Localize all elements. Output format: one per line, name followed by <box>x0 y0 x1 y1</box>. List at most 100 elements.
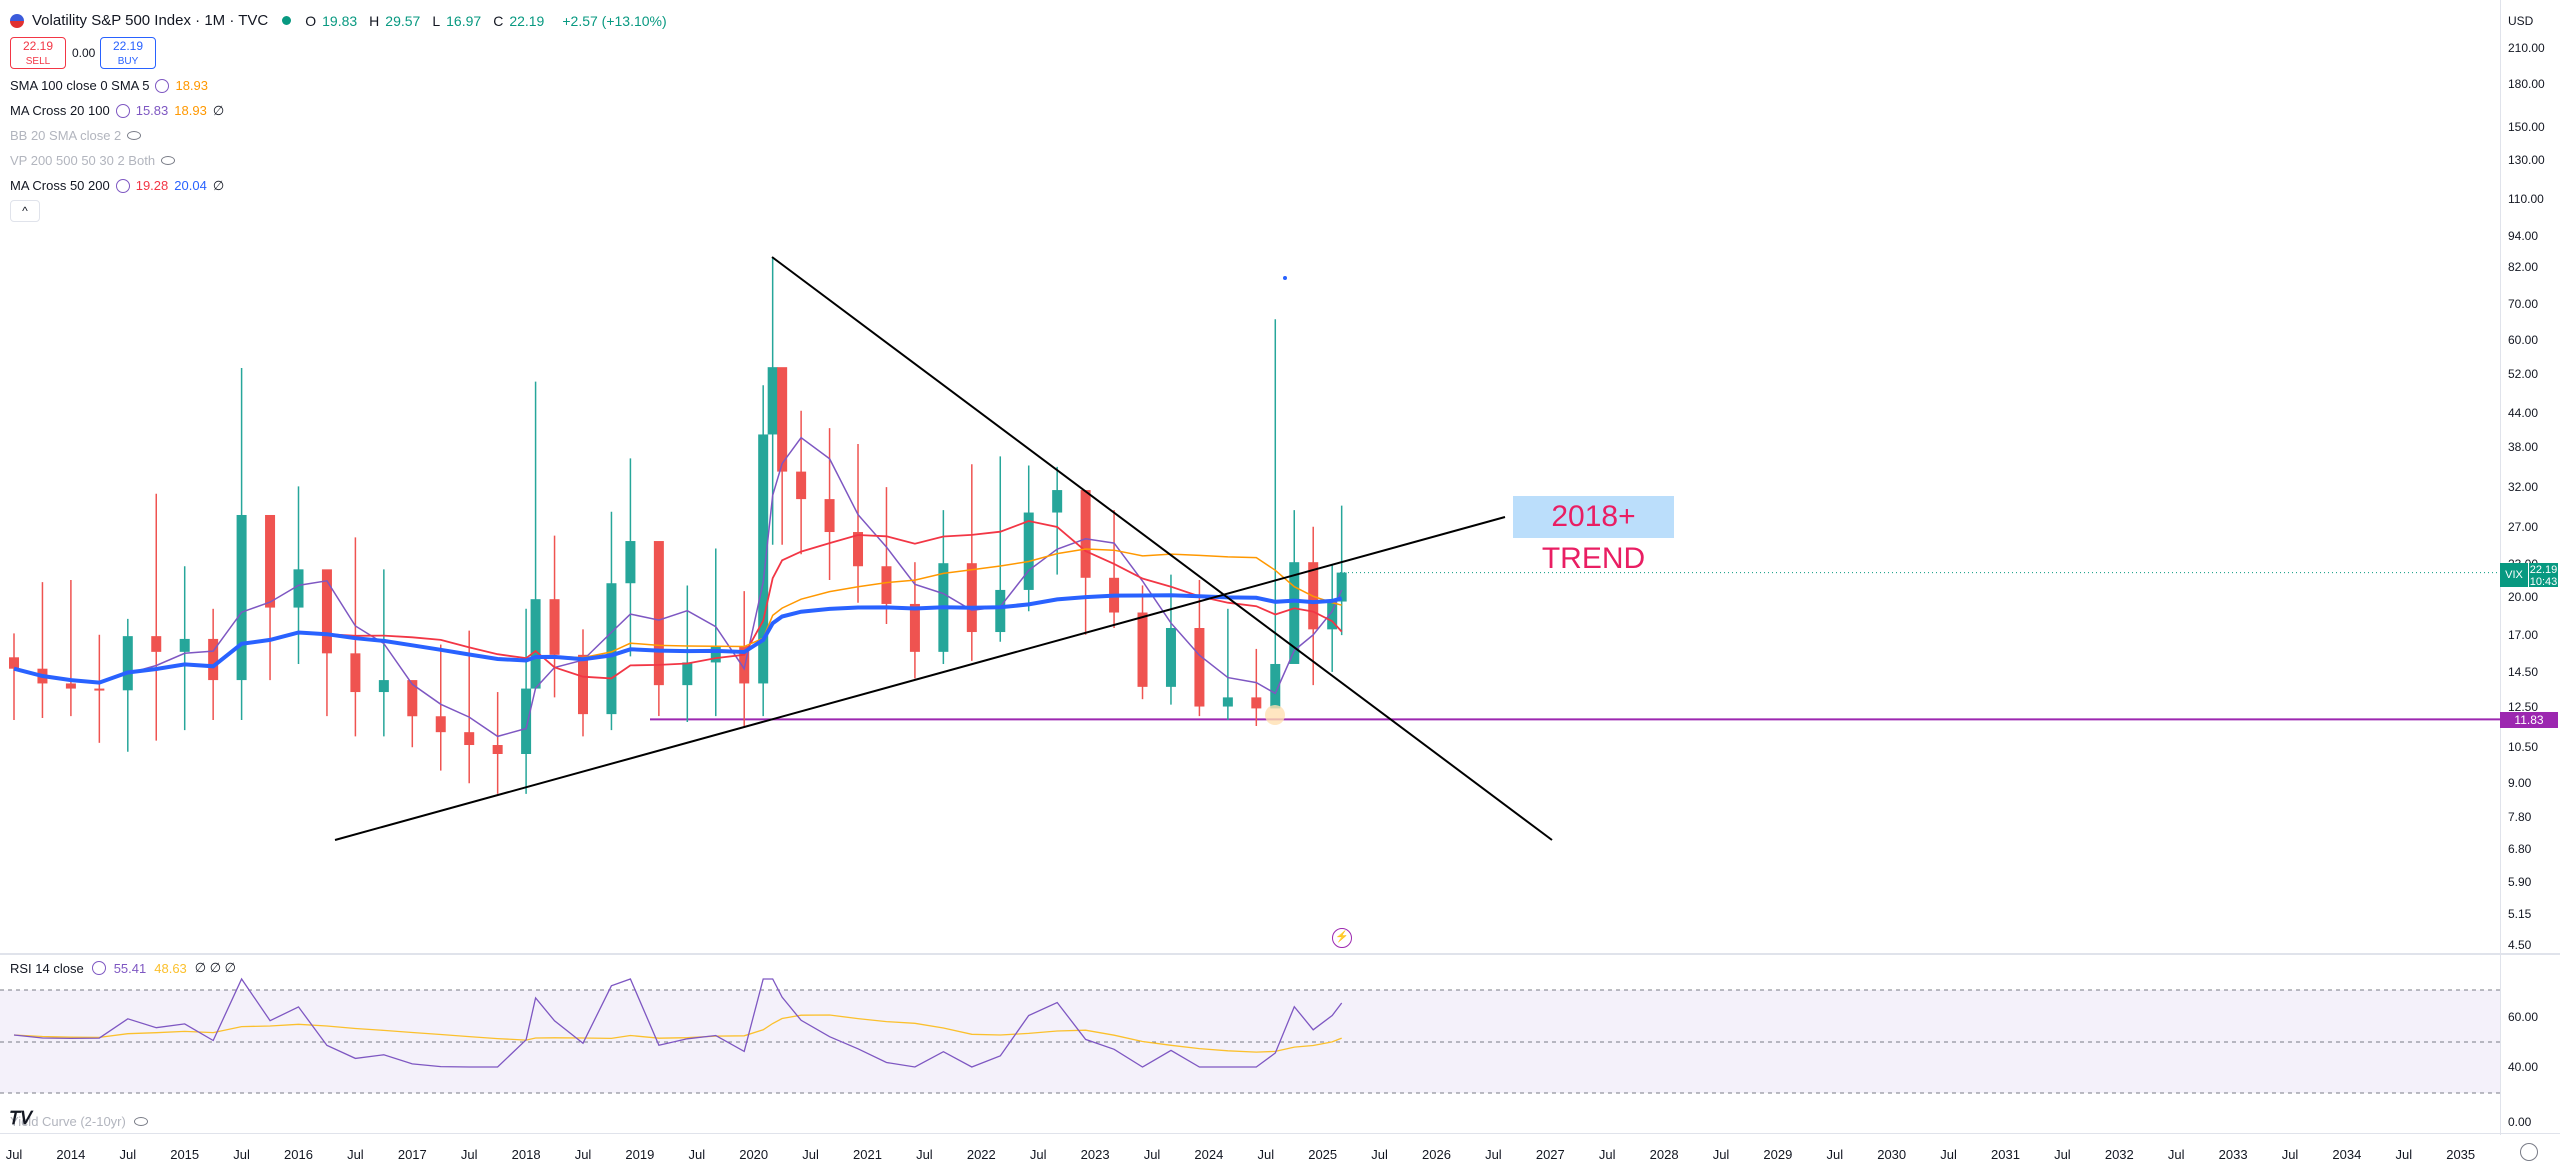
time-tick: Jul <box>347 1147 364 1162</box>
hidden-eye-icon[interactable] <box>133 1117 148 1126</box>
time-tick: Jul <box>2054 1147 2071 1162</box>
indicator-settings-icon[interactable] <box>115 103 130 118</box>
yield-label[interactable]: Yield Curve (2-10yr) <box>10 1114 126 1129</box>
rsi-extra: ∅ ∅ ∅ <box>194 960 236 975</box>
symbol-title[interactable]: Volatility S&P 500 Index · 1M · TVC <box>32 12 269 29</box>
candle-body <box>293 569 304 608</box>
indicator-row[interactable]: MA Cross 20 100 15.83 18.93 ∅ <box>10 98 679 123</box>
price-tick: 14.50 <box>2508 664 2539 679</box>
level-badge: 11.83 <box>2500 712 2558 728</box>
ohlc-item: +2.57 (+13.10%) <box>556 13 672 29</box>
indicator-row[interactable]: VP 200 500 50 30 2 Both <box>10 148 679 173</box>
marker-dot <box>1283 276 1287 280</box>
lightning-event-icon[interactable]: ⚡ <box>1332 928 1352 948</box>
rsi-axis[interactable] <box>2500 955 2560 1135</box>
time-tick: Jul <box>1598 1147 1616 1162</box>
price-tick: 5.90 <box>2508 874 2532 889</box>
pane-divider[interactable] <box>0 953 2560 955</box>
time-tick: 2018 <box>511 1147 541 1162</box>
candle-body <box>1023 512 1034 590</box>
time-tick: Jul <box>233 1147 250 1162</box>
indicator-name[interactable]: MA Cross 50 200 <box>10 178 110 193</box>
hidden-eye-icon[interactable] <box>127 131 142 140</box>
candle-body <box>909 603 920 652</box>
time-tick: Jul <box>1257 1147 1275 1162</box>
indicator-name[interactable]: SMA 100 close 0 SMA 5 <box>10 78 150 93</box>
candle-body <box>767 367 778 435</box>
rsi-label[interactable]: RSI 14 close <box>10 960 84 976</box>
indicator-settings-icon[interactable] <box>91 961 106 975</box>
settings-gear-icon[interactable] <box>2520 1143 2538 1161</box>
candle-body <box>265 514 276 608</box>
candle-body <box>94 688 105 691</box>
rsi-tick-40: 40.00 <box>2508 1060 2539 1074</box>
trade-buttons: 22.19 SELL 0.00 22.19 BUY <box>10 37 679 69</box>
price-axis[interactable] <box>2500 0 2560 955</box>
indicator-settings-icon[interactable] <box>115 178 130 193</box>
price-tick: 38.00 <box>2508 440 2539 455</box>
time-tick: 2034 <box>2332 1147 2362 1162</box>
candle-body <box>758 434 769 684</box>
candle-body <box>65 683 76 689</box>
yield-legend: Yield Curve (2-10yr) <box>10 1114 148 1129</box>
time-tick: 2027 <box>1535 1147 1565 1162</box>
indicator-row[interactable]: BB 20 SMA close 2 <box>10 123 679 148</box>
ohlc-item: H 29.57 <box>369 13 426 29</box>
time-tick: 2035 <box>2446 1147 2476 1162</box>
price-chart[interactable] <box>0 0 2500 955</box>
rsi-ma-value: 48.63 <box>154 960 187 976</box>
price-tick: 94.00 <box>2508 228 2539 243</box>
candle-body <box>1289 562 1300 664</box>
rsi-pane[interactable] <box>0 955 2500 1135</box>
indicator-settings-icon[interactable] <box>155 78 170 93</box>
indicator-row[interactable]: SMA 100 close 0 SMA 5 18.93 <box>10 73 679 98</box>
time-tick: 2029 <box>1763 1147 1793 1162</box>
indicator-value: 19.28 <box>135 178 169 193</box>
sell-button[interactable]: 22.19 SELL <box>10 37 66 69</box>
ohlc-value: 16.97 <box>446 12 482 29</box>
collapse-legend-button[interactable]: ^ <box>10 200 40 222</box>
price-tick: 17.00 <box>2508 627 2539 642</box>
symbol-price-badge: VIX 22.19 10:43 <box>2500 563 2558 588</box>
time-tick: Jul <box>574 1147 592 1162</box>
time-tick: Jul <box>2167 1147 2185 1162</box>
time-tick: Jul <box>802 1147 819 1162</box>
time-tick: 2024 <box>1194 1147 1224 1162</box>
rsi-legend: RSI 14 close 55.41 48.63 ∅ ∅ ∅ <box>10 960 236 976</box>
candle-body <box>1080 490 1091 578</box>
indicator-name[interactable]: BB 20 SMA close 2 <box>10 128 122 143</box>
price-tick: 180.00 <box>2508 76 2545 91</box>
candle-body <box>606 583 617 715</box>
time-tick: 2020 <box>739 1147 769 1162</box>
indicator-name[interactable]: VP 200 500 50 30 2 Both <box>10 153 156 168</box>
price-tick: 44.00 <box>2508 405 2539 420</box>
indicator-row[interactable]: MA Cross 50 200 19.28 20.04 ∅ <box>10 173 679 198</box>
candle-body <box>682 662 693 686</box>
candle-body <box>350 653 361 693</box>
time-tick: 2023 <box>1080 1147 1110 1162</box>
price-tick: 10.50 <box>2508 740 2539 755</box>
price-tick: 70.00 <box>2508 297 2539 312</box>
candle-body <box>578 654 588 715</box>
candle-body <box>435 716 446 733</box>
candle-body <box>739 646 750 684</box>
buy-button[interactable]: 22.19 BUY <box>100 37 156 69</box>
candle-body <box>378 680 389 693</box>
time-tick: 2019 <box>625 1147 655 1162</box>
time-tick: 2030 <box>1877 1147 1907 1162</box>
countdown: 10:43 <box>2529 576 2558 588</box>
ohlc-value: 22.19 <box>509 12 545 29</box>
time-tick: Jul <box>5 1147 23 1162</box>
indicator-list: SMA 100 close 0 SMA 5 18.93 MA Cross 20 10… <box>10 73 679 198</box>
ohlc-label: O <box>305 12 317 29</box>
time-tick: Jul <box>1940 1147 1957 1162</box>
time-tick: 2025 <box>1308 1147 1338 1162</box>
tradingview-logo[interactable]: 𝑇𝑉 <box>10 1108 33 1128</box>
indicator-name[interactable]: MA Cross 20 100 <box>10 103 110 118</box>
candle-body <box>853 532 864 567</box>
ohlc-item: O 19.83 <box>305 13 363 29</box>
hidden-eye-icon[interactable] <box>161 156 176 165</box>
trend-annotation[interactable]: 2018+ TREND <box>1513 496 1674 575</box>
ohlc-value: 19.83 <box>322 12 358 29</box>
market-status-dot-icon[interactable] <box>282 16 292 25</box>
